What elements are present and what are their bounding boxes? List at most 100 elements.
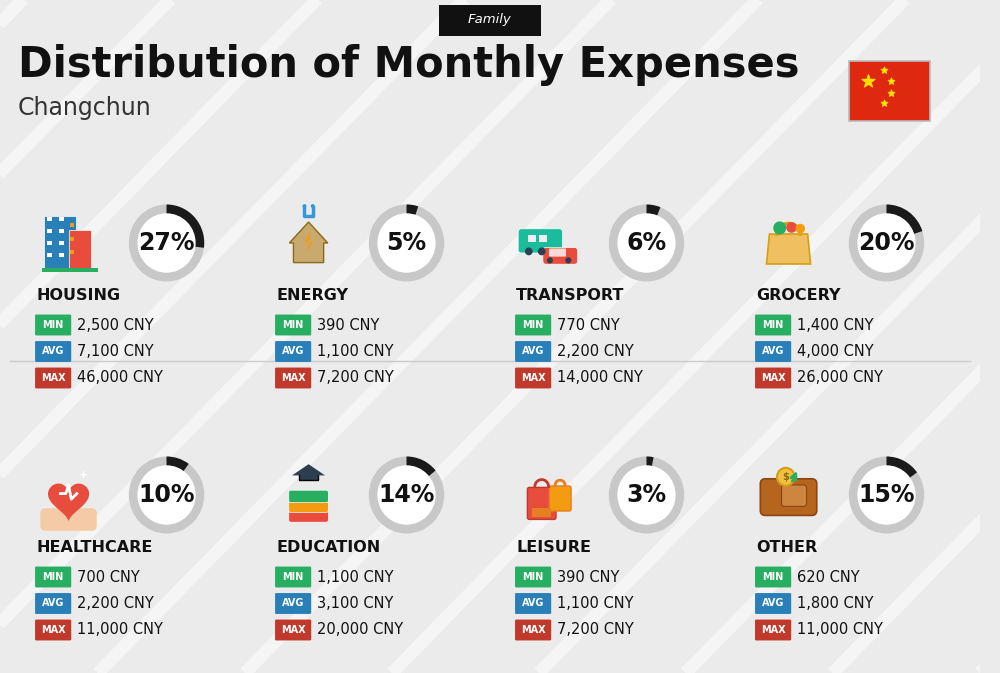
Circle shape bbox=[138, 466, 195, 524]
Text: $: $ bbox=[782, 472, 789, 482]
Text: 390 CNY: 390 CNY bbox=[557, 569, 619, 584]
FancyBboxPatch shape bbox=[275, 593, 311, 614]
Circle shape bbox=[138, 214, 195, 272]
FancyBboxPatch shape bbox=[755, 314, 791, 335]
Text: MIN: MIN bbox=[283, 572, 304, 582]
Point bbox=[876, 65, 892, 75]
Wedge shape bbox=[886, 205, 922, 234]
FancyBboxPatch shape bbox=[755, 567, 791, 588]
FancyBboxPatch shape bbox=[35, 314, 71, 335]
FancyBboxPatch shape bbox=[289, 500, 328, 512]
Circle shape bbox=[378, 214, 435, 272]
Text: MAX: MAX bbox=[761, 373, 785, 383]
Wedge shape bbox=[407, 456, 436, 476]
Circle shape bbox=[378, 466, 435, 524]
Text: MIN: MIN bbox=[43, 320, 64, 330]
Polygon shape bbox=[292, 464, 325, 475]
FancyBboxPatch shape bbox=[59, 252, 64, 257]
Text: 7,200 CNY: 7,200 CNY bbox=[317, 371, 394, 386]
Text: Distribution of Monthly Expenses: Distribution of Monthly Expenses bbox=[18, 44, 799, 86]
Circle shape bbox=[796, 224, 805, 234]
Text: Family: Family bbox=[468, 13, 512, 26]
Circle shape bbox=[618, 214, 675, 272]
FancyBboxPatch shape bbox=[760, 479, 817, 516]
Text: 1,100 CNY: 1,100 CNY bbox=[557, 596, 633, 611]
Polygon shape bbox=[48, 484, 89, 522]
Circle shape bbox=[525, 248, 533, 255]
Text: 770 CNY: 770 CNY bbox=[557, 318, 620, 332]
Text: AVG: AVG bbox=[42, 598, 64, 608]
FancyBboxPatch shape bbox=[59, 241, 64, 246]
FancyBboxPatch shape bbox=[527, 487, 556, 520]
FancyBboxPatch shape bbox=[275, 620, 311, 641]
FancyBboxPatch shape bbox=[70, 237, 74, 241]
Text: MIN: MIN bbox=[522, 572, 544, 582]
FancyBboxPatch shape bbox=[275, 367, 311, 388]
Text: 14,000 CNY: 14,000 CNY bbox=[557, 371, 643, 386]
FancyBboxPatch shape bbox=[515, 620, 551, 641]
Text: 2,200 CNY: 2,200 CNY bbox=[557, 344, 634, 359]
Circle shape bbox=[311, 204, 315, 208]
Text: AVG: AVG bbox=[522, 598, 544, 608]
Wedge shape bbox=[407, 205, 418, 215]
FancyBboxPatch shape bbox=[35, 620, 71, 641]
Polygon shape bbox=[304, 230, 313, 253]
Text: EDUCATION: EDUCATION bbox=[276, 540, 380, 555]
Point bbox=[883, 87, 899, 98]
Text: 5%: 5% bbox=[386, 231, 427, 255]
Wedge shape bbox=[369, 456, 444, 534]
Text: 14%: 14% bbox=[378, 483, 435, 507]
FancyBboxPatch shape bbox=[518, 229, 562, 253]
Text: 1,100 CNY: 1,100 CNY bbox=[317, 344, 393, 359]
Text: 6%: 6% bbox=[626, 231, 667, 255]
FancyBboxPatch shape bbox=[439, 5, 541, 36]
Wedge shape bbox=[886, 456, 917, 478]
Point bbox=[860, 75, 876, 86]
Point bbox=[876, 98, 892, 108]
Text: OTHER: OTHER bbox=[756, 540, 817, 555]
Polygon shape bbox=[289, 222, 328, 262]
Text: TRANSPORT: TRANSPORT bbox=[516, 287, 625, 302]
FancyBboxPatch shape bbox=[59, 217, 64, 221]
Text: AVG: AVG bbox=[282, 598, 304, 608]
FancyBboxPatch shape bbox=[69, 229, 91, 270]
FancyBboxPatch shape bbox=[755, 620, 791, 641]
FancyBboxPatch shape bbox=[299, 472, 318, 480]
FancyBboxPatch shape bbox=[47, 217, 52, 221]
Text: 27%: 27% bbox=[138, 231, 195, 255]
Circle shape bbox=[303, 204, 306, 208]
Text: 3%: 3% bbox=[626, 483, 667, 507]
FancyBboxPatch shape bbox=[549, 248, 566, 256]
FancyBboxPatch shape bbox=[849, 61, 930, 121]
Text: 7,200 CNY: 7,200 CNY bbox=[557, 623, 634, 637]
Text: 46,000 CNY: 46,000 CNY bbox=[77, 371, 163, 386]
FancyBboxPatch shape bbox=[47, 252, 52, 257]
FancyBboxPatch shape bbox=[539, 236, 547, 242]
Text: 3,100 CNY: 3,100 CNY bbox=[317, 596, 393, 611]
FancyBboxPatch shape bbox=[755, 341, 791, 362]
Text: 15%: 15% bbox=[858, 483, 915, 507]
Text: Changchun: Changchun bbox=[18, 96, 151, 120]
FancyBboxPatch shape bbox=[543, 248, 578, 264]
Circle shape bbox=[565, 257, 571, 263]
Wedge shape bbox=[167, 456, 189, 472]
FancyBboxPatch shape bbox=[44, 216, 76, 270]
FancyBboxPatch shape bbox=[47, 241, 52, 246]
Text: 11,000 CNY: 11,000 CNY bbox=[77, 623, 163, 637]
Wedge shape bbox=[609, 205, 684, 281]
Text: 620 CNY: 620 CNY bbox=[797, 569, 859, 584]
Text: 10%: 10% bbox=[138, 483, 195, 507]
Text: AVG: AVG bbox=[282, 347, 304, 357]
Text: 700 CNY: 700 CNY bbox=[77, 569, 140, 584]
Circle shape bbox=[773, 221, 786, 235]
Text: MAX: MAX bbox=[521, 625, 545, 635]
Wedge shape bbox=[647, 205, 660, 216]
Circle shape bbox=[547, 257, 553, 263]
FancyBboxPatch shape bbox=[515, 314, 551, 335]
Text: MIN: MIN bbox=[762, 320, 784, 330]
Wedge shape bbox=[167, 205, 204, 248]
Text: HOUSING: HOUSING bbox=[36, 287, 120, 302]
Text: +: + bbox=[79, 470, 88, 481]
Text: AVG: AVG bbox=[522, 347, 544, 357]
Text: GROCERY: GROCERY bbox=[756, 287, 841, 302]
